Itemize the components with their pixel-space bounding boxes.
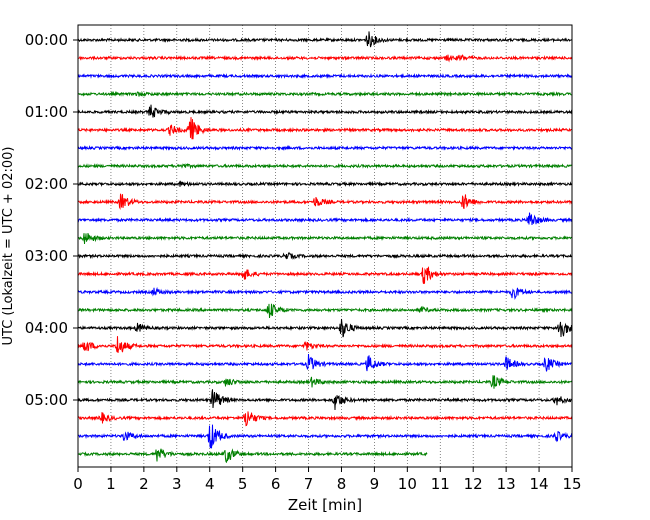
- trace-0345: [77, 303, 573, 318]
- x-tick-label: 1: [106, 475, 116, 493]
- trace-0500: [77, 389, 573, 410]
- trace-0115: [77, 117, 573, 140]
- trace-0130: [77, 144, 573, 151]
- trace-0200: [77, 180, 573, 188]
- x-tick-label: 10: [398, 475, 417, 493]
- trace-0545: [77, 448, 428, 464]
- trace-0230: [77, 212, 573, 226]
- y-tick-label: 05:00: [25, 391, 68, 409]
- trace-0315: [77, 266, 573, 284]
- x-tick-label: 9: [370, 475, 380, 493]
- y-tick-label: 02:00: [25, 175, 68, 193]
- trace-area: [77, 31, 573, 464]
- trace-0445: [77, 375, 573, 389]
- x-tick-label: 2: [139, 475, 149, 493]
- trace-0300: [77, 251, 573, 260]
- x-tick-label: 6: [271, 475, 281, 493]
- plot-frame: [77, 24, 573, 468]
- x-tick-label: 3: [172, 475, 182, 493]
- y-tick-label: 04:00: [25, 319, 68, 337]
- y-axis-label: UTC (Lokalzeit = UTC + 02:00): [1, 147, 16, 346]
- y-tick-label: 01:00: [25, 103, 68, 121]
- x-tick-label: 5: [238, 475, 248, 493]
- trace-0400: [77, 318, 573, 338]
- x-tick-label: 12: [464, 475, 483, 493]
- y-tick-label: 03:00: [25, 247, 68, 265]
- x-tick-label: 0: [73, 475, 83, 493]
- trace-0515: [77, 411, 573, 427]
- trace-0100: [77, 104, 573, 118]
- trace-0145: [77, 163, 573, 170]
- y-tick-label: 00:00: [25, 31, 68, 49]
- x-axis: 0 1 2 3 4 5 6 7 8 9 10 11 12 13 14 15: [73, 467, 582, 493]
- trace-0215: [77, 193, 573, 210]
- x-tick-label: 13: [497, 475, 516, 493]
- trace-0530: [77, 424, 573, 449]
- x-tick-label: 7: [304, 475, 314, 493]
- x-tick-label: 8: [337, 475, 347, 493]
- x-tick-label: 14: [530, 475, 549, 493]
- x-tick-label: 11: [431, 475, 450, 493]
- x-tick-label: 4: [205, 475, 215, 493]
- trace-0015: [77, 54, 573, 63]
- trace-0245: [77, 232, 573, 245]
- x-axis-label: Zeit [min]: [288, 496, 362, 514]
- y-axis: 00:00 01:00 02:00 03:00 04:00 05:00: [25, 31, 78, 409]
- trace-0415: [77, 336, 573, 353]
- trace-0000: [77, 31, 573, 48]
- trace-0330: [77, 286, 573, 301]
- x-tick-label: 15: [562, 475, 581, 493]
- trace-0430: [77, 353, 573, 372]
- trace-0030: [77, 72, 573, 80]
- trace-0045: [77, 90, 573, 97]
